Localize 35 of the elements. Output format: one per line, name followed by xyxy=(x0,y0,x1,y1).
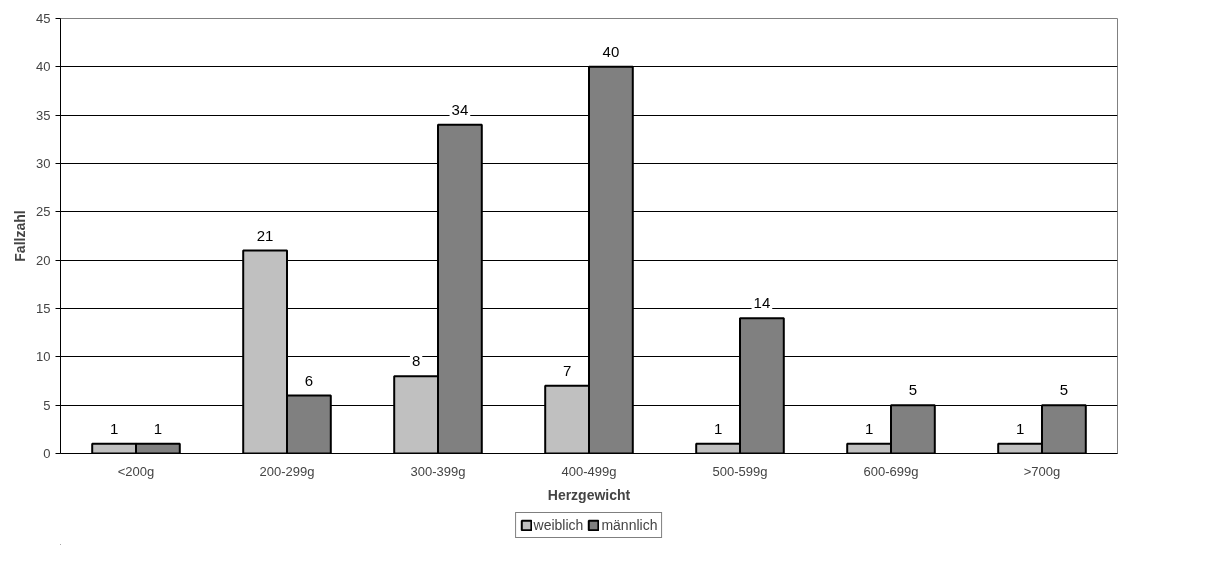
x-tick-label: 600-699g xyxy=(863,463,919,479)
y-tick-label: 20 xyxy=(36,252,51,268)
y-tick-label: 0 xyxy=(43,446,51,461)
data-label: 1 xyxy=(713,419,723,437)
x-tick-label: <200g xyxy=(117,463,155,479)
y-tick-label: 15 xyxy=(36,301,51,316)
x-tick-label: 400-499g xyxy=(561,463,617,479)
legend-label: männlich xyxy=(601,517,658,533)
data-label: 40 xyxy=(602,42,620,60)
data-label: 1 xyxy=(109,419,119,437)
y-tick-label: 35 xyxy=(36,107,51,123)
data-label: 1 xyxy=(1015,419,1025,437)
x-tick-label: 500-599g xyxy=(712,463,768,479)
y-tick-label: 30 xyxy=(36,156,51,171)
data-label: 5 xyxy=(908,381,918,399)
data-label: 5 xyxy=(1059,381,1069,399)
data-label: 7 xyxy=(562,361,572,379)
y-tick-label: 5 xyxy=(43,397,51,413)
data-label: 14 xyxy=(753,294,771,312)
x-tick-label: 300-399g xyxy=(410,463,466,479)
x-axis-title: Herzgewicht xyxy=(547,486,631,503)
y-tick-label: 40 xyxy=(36,59,51,75)
x-tick-label: 200-299g xyxy=(259,463,315,479)
y-axis-title: Fallzahl xyxy=(12,210,29,262)
data-label: 1 xyxy=(864,419,874,437)
data-label: 21 xyxy=(256,226,274,244)
data-label: 8 xyxy=(411,352,421,370)
data-label: 1 xyxy=(153,419,163,437)
legend-label: weiblich xyxy=(533,517,584,533)
y-tick-label: 25 xyxy=(36,204,51,220)
y-tick-label: 45 xyxy=(36,11,51,26)
data-label: 6 xyxy=(304,371,314,389)
data-label: 34 xyxy=(451,100,469,118)
x-tick-label: >700g xyxy=(1023,463,1061,479)
y-tick-label: 10 xyxy=(36,349,51,365)
